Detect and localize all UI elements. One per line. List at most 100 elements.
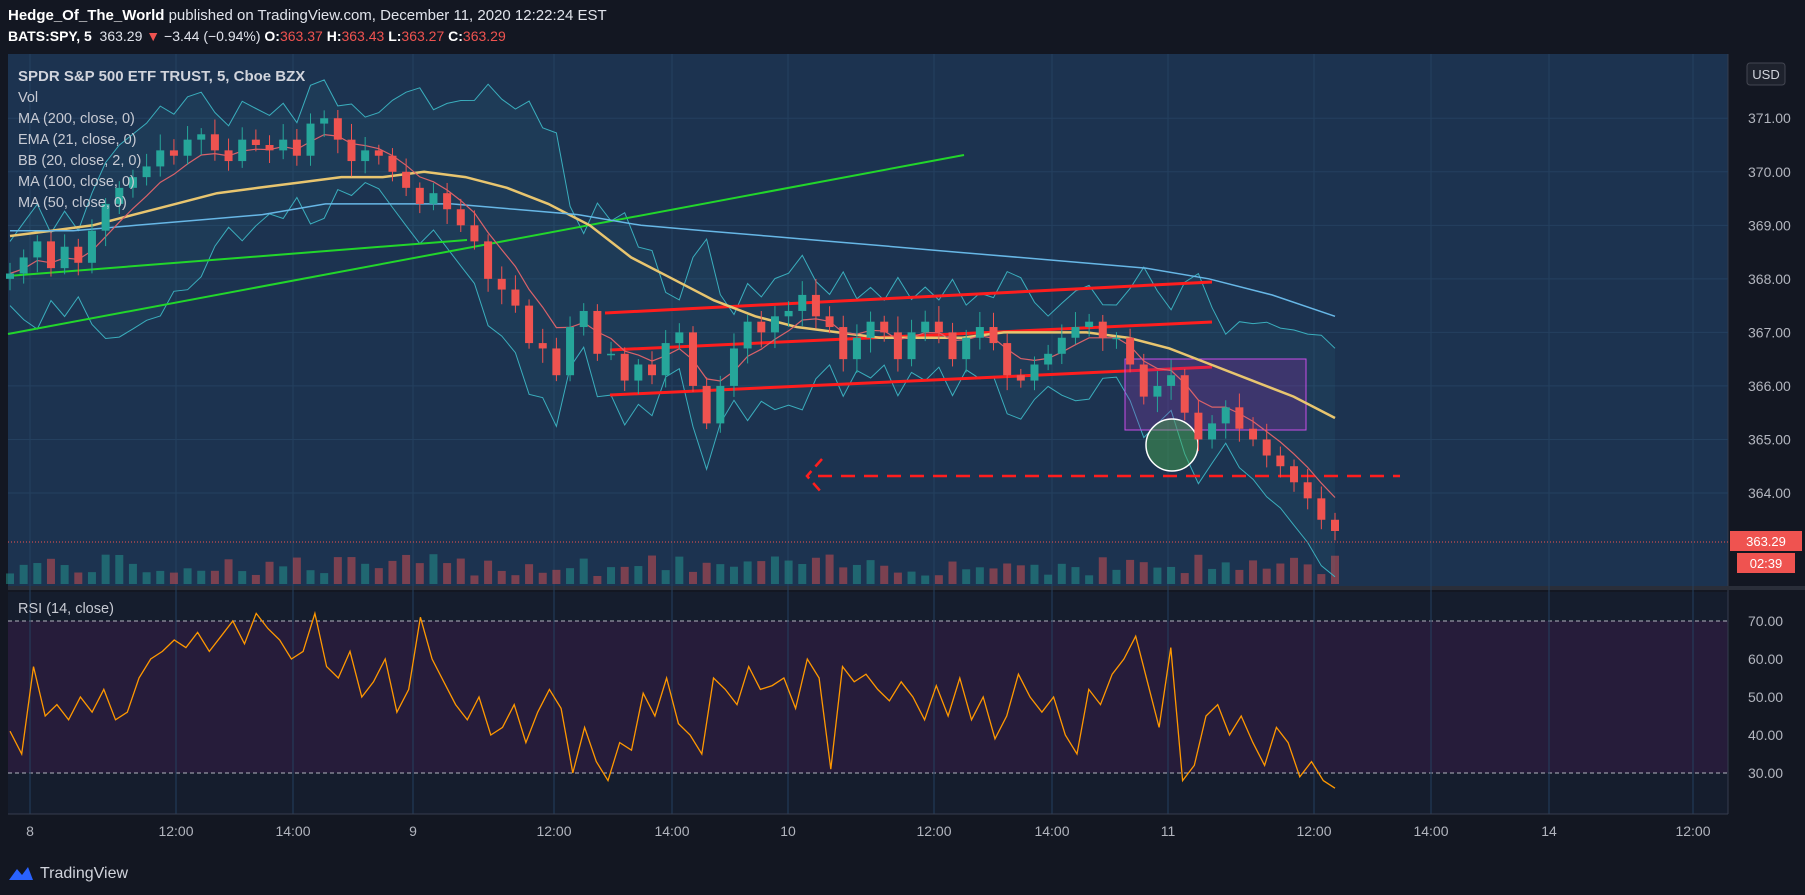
- high-value: 363.43: [341, 28, 385, 44]
- volume-bar: [415, 563, 424, 584]
- volume-bar: [948, 561, 957, 584]
- candle-body: [757, 321, 766, 333]
- volume-bar: [1290, 557, 1299, 584]
- volume-bar: [962, 569, 971, 584]
- volume-bar: [33, 563, 42, 584]
- price-change: −3.44 (−0.94%): [164, 28, 261, 44]
- candle-body: [593, 310, 602, 354]
- volume-bar: [784, 560, 793, 584]
- candle-body: [1139, 364, 1148, 397]
- highlight-circle[interactable]: [1145, 418, 1199, 472]
- candle-body: [60, 246, 69, 269]
- candle-body: [743, 321, 752, 349]
- high-label: H:: [326, 28, 342, 44]
- candle-body: [238, 139, 247, 162]
- trendline-green-short[interactable]: [7, 239, 468, 277]
- candle-body: [388, 155, 397, 172]
- time-tick-label: 12:00: [158, 823, 193, 839]
- legend-item-ma100[interactable]: MA (100, close, 0): [18, 174, 135, 190]
- candle-body: [1098, 321, 1107, 338]
- price-axis[interactable]: 364.00 365.00 366.00 367.00 368.00 369.00 370.…: [1748, 110, 1791, 781]
- volume-bar: [648, 555, 657, 584]
- last-price: 363.29: [99, 28, 143, 44]
- candles: [6, 109, 1339, 541]
- tradingview-logo[interactable]: TradingView: [8, 865, 128, 883]
- time-tick-label: 10: [780, 823, 796, 839]
- price-tick-label: 371.00: [1748, 110, 1791, 126]
- volume-bar: [1208, 568, 1217, 584]
- candle-body: [1167, 375, 1176, 386]
- support-arrow[interactable]: [805, 458, 823, 494]
- volume-bar: [1249, 560, 1258, 584]
- candle-body: [1262, 439, 1271, 456]
- grid: [8, 54, 1728, 814]
- legend-item-bb[interactable]: BB (20, close, 2, 0): [18, 153, 141, 169]
- volume-bar: [443, 563, 452, 584]
- currency-badge[interactable]: [1746, 62, 1786, 86]
- time-axis[interactable]: 8 12:00 14:00 9 12:00 14:00 10 12:00 14:00 11 12:0…: [8, 813, 1728, 839]
- volume-bar: [347, 557, 356, 584]
- volume-bar: [484, 560, 493, 584]
- volume-bar: [265, 561, 274, 584]
- candle-body: [456, 209, 465, 226]
- volume-bar: [142, 572, 151, 584]
- candle-body: [675, 332, 684, 344]
- highlight-rectangle[interactable]: [1124, 358, 1307, 431]
- open-value: 363.37: [279, 28, 323, 44]
- price-tick-label: 368.00: [1748, 271, 1791, 287]
- volume-bar: [1016, 565, 1025, 584]
- author-name[interactable]: Hedge_Of_The_World: [8, 7, 165, 24]
- rsi-legend[interactable]: RSI (14, close): [18, 601, 114, 617]
- low-label: L:: [388, 28, 402, 44]
- candle-body: [798, 294, 807, 311]
- candle-body: [962, 337, 971, 360]
- candle-body: [101, 203, 110, 231]
- legend-item-ema21[interactable]: EMA (21, close, 0): [18, 132, 136, 148]
- volume-bar: [1044, 574, 1053, 584]
- candle-body: [525, 305, 534, 344]
- volume-bar: [429, 554, 438, 584]
- volume-bar: [1057, 563, 1066, 584]
- candle-body: [1221, 407, 1230, 424]
- legend-item-ma50[interactable]: MA (50, close, 0): [18, 195, 127, 211]
- candle-body: [402, 171, 411, 188]
- candle-body: [1085, 321, 1094, 328]
- candle-body: [279, 139, 288, 151]
- candle-body: [1317, 498, 1326, 520]
- legend-title[interactable]: SPDR S&P 500 ETF TRUST, 5, Cboe BZX: [18, 68, 305, 85]
- volume-bar: [620, 566, 629, 584]
- candle-body: [87, 230, 96, 263]
- price-tick-label: 367.00: [1748, 324, 1791, 340]
- candle-body: [361, 150, 370, 162]
- low-value: 363.27: [401, 28, 445, 44]
- candle-body: [33, 241, 42, 258]
- candle-body: [975, 327, 984, 338]
- rsi-band: [8, 621, 1728, 773]
- candle-body: [811, 294, 820, 317]
- time-tick-label: 14: [1541, 823, 1557, 839]
- volume-bar: [675, 556, 684, 584]
- candle-body: [156, 150, 165, 167]
- volume-bar: [688, 571, 697, 584]
- legend-item-ma200[interactable]: MA (200, close, 0): [18, 111, 135, 127]
- volume-bar: [538, 572, 547, 584]
- volume-bar: [1262, 568, 1271, 584]
- bb-fill: [10, 79, 1335, 577]
- volume-bar: [552, 569, 561, 584]
- volume-bar: [19, 564, 28, 584]
- volume-bar: [238, 571, 247, 584]
- candle-body: [497, 278, 506, 290]
- candle-body: [347, 139, 356, 162]
- volume-bar: [279, 566, 288, 584]
- volume-bar: [880, 565, 889, 584]
- legend-item-vol[interactable]: Vol: [18, 90, 38, 106]
- channel-top-line[interactable]: [604, 280, 1213, 315]
- time-tick-label: 11: [1161, 823, 1176, 839]
- candle-body: [893, 332, 902, 360]
- countdown-badge: [1737, 553, 1795, 573]
- time-tick-label: 8: [26, 823, 34, 839]
- candle-body: [210, 134, 219, 151]
- candle-body: [197, 134, 206, 140]
- candle-body: [511, 289, 520, 306]
